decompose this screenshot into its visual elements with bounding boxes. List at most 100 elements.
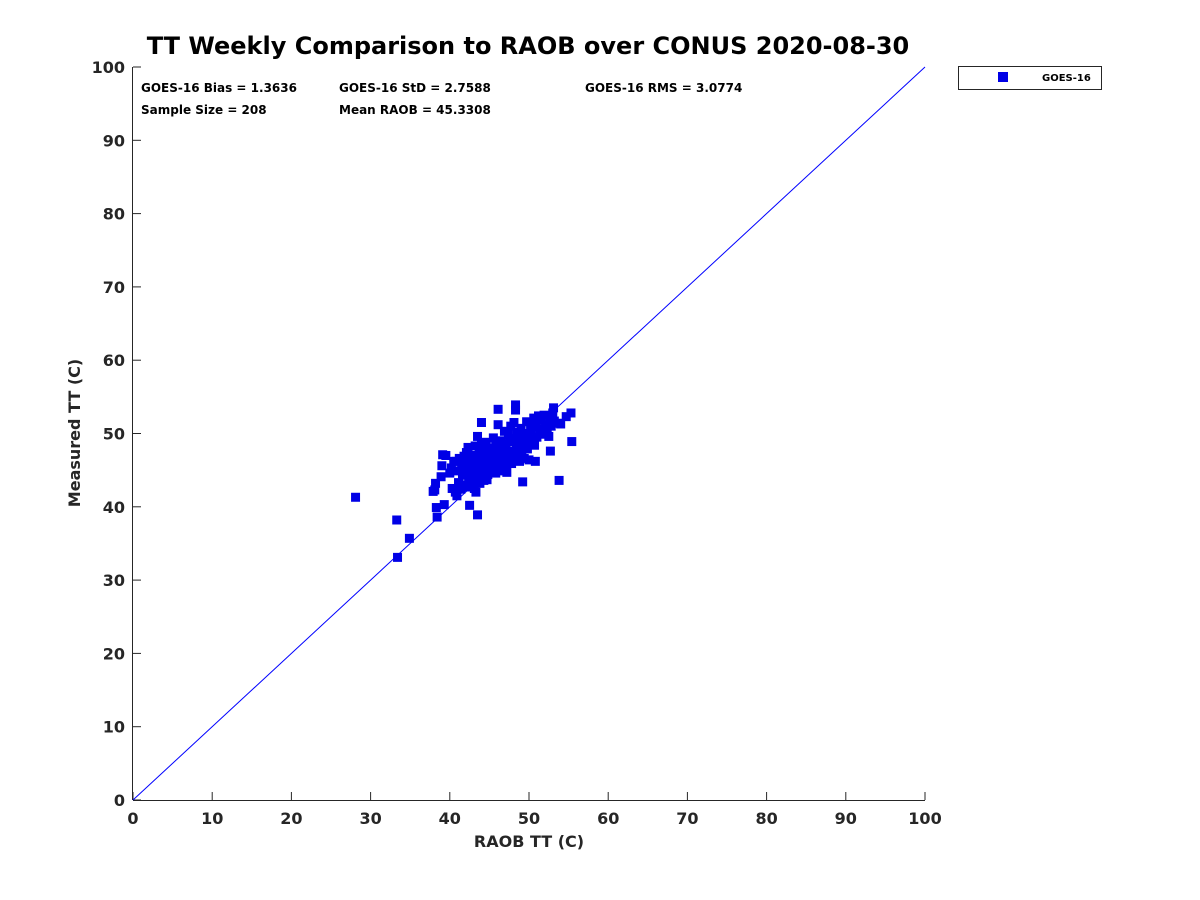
data-point: [458, 464, 468, 474]
data-point: [470, 441, 480, 451]
data-point: [522, 444, 532, 454]
data-point: [511, 405, 521, 415]
legend-entry-goes16: GOES-16: [1042, 73, 1091, 84]
data-point: [546, 421, 556, 431]
data-point: [556, 419, 566, 429]
data-point: [453, 466, 463, 476]
data-point: [536, 415, 546, 425]
data-point: [554, 475, 564, 485]
data-point: [446, 463, 456, 473]
data-point: [351, 492, 361, 502]
data-point: [457, 470, 467, 480]
data-point: [548, 408, 558, 418]
data-point: [392, 515, 402, 525]
data-point: [499, 445, 509, 455]
data-point: [436, 472, 446, 482]
x-tick-label: 60: [597, 809, 619, 828]
data-point: [518, 477, 528, 487]
data-point: [539, 410, 549, 420]
data-point: [467, 450, 477, 460]
y-tick-label: 70: [103, 278, 125, 297]
stat-rms: GOES-16 RMS = 3.0774: [585, 81, 742, 95]
data-point: [514, 456, 524, 466]
data-point: [526, 426, 536, 436]
data-point: [535, 424, 545, 434]
y-axis-label: Measured TT (C): [65, 359, 84, 507]
data-point: [545, 446, 555, 456]
data-point: [509, 418, 519, 428]
x-ticks: 0 10 20 30 40 50 60 70 80 90 100: [127, 792, 942, 828]
data-point: [502, 467, 512, 477]
stat-bias: GOES-16 Bias = 1.3636: [141, 81, 297, 95]
data-point: [511, 400, 521, 410]
data-point: [484, 449, 494, 459]
data-point: [484, 461, 494, 471]
data-point: [491, 437, 501, 447]
data-point: [495, 436, 505, 446]
data-point: [472, 453, 482, 463]
y-tick-label: 90: [103, 131, 125, 150]
y-tick-label: 30: [103, 571, 125, 590]
data-point: [566, 408, 576, 418]
y-tick-label: 10: [103, 718, 125, 737]
legend: GOES-16: [958, 66, 1102, 90]
legend-marker-square-icon: [998, 72, 1008, 82]
data-point: [475, 458, 485, 468]
x-tick-label: 10: [201, 809, 223, 828]
y-tick-label: 20: [103, 644, 125, 663]
x-tick-label: 100: [908, 809, 941, 828]
data-point: [517, 448, 527, 458]
data-point: [473, 510, 483, 520]
y-tick-label: 100: [92, 58, 125, 77]
legend-box: [958, 66, 1102, 90]
data-point: [526, 420, 536, 430]
data-point: [452, 491, 462, 501]
data-point: [489, 463, 499, 473]
y-tick-label: 40: [103, 498, 125, 517]
data-point: [393, 552, 403, 562]
data-point: [431, 478, 441, 488]
stat-sample-size: Sample Size = 208: [141, 103, 267, 117]
data-point: [476, 418, 486, 428]
data-point: [404, 533, 414, 543]
data-point: [544, 431, 554, 441]
data-point: [473, 431, 483, 441]
data-point: [495, 455, 505, 465]
y-tick-label: 0: [114, 791, 125, 810]
data-point: [482, 475, 492, 485]
x-tick-label: 50: [518, 809, 540, 828]
data-point: [478, 464, 488, 474]
data-point: [480, 444, 490, 454]
data-point: [462, 482, 472, 492]
data-point: [477, 450, 487, 460]
data-point: [461, 448, 471, 458]
x-tick-label: 0: [127, 809, 138, 828]
data-point: [532, 432, 542, 442]
data-point: [529, 413, 539, 423]
data-point: [445, 468, 455, 478]
data-point: [519, 453, 529, 463]
x-tick-label: 80: [755, 809, 777, 828]
stats-annotations: GOES-16 Bias = 1.3636 GOES-16 StD = 2.75…: [141, 81, 742, 117]
y-ticks: 0 10 20 30 40 50 60 70 80 90 100: [92, 58, 141, 810]
stat-mean-raob: Mean RAOB = 45.3308: [339, 103, 491, 117]
data-point: [503, 430, 513, 440]
data-point: [530, 456, 540, 466]
data-point: [549, 403, 559, 413]
chart-title: TT Weekly Comparison to RAOB over CONUS …: [147, 32, 910, 60]
data-point: [518, 435, 528, 445]
x-tick-label: 90: [835, 809, 857, 828]
data-point: [431, 503, 441, 513]
data-point: [454, 478, 464, 488]
y-tick-label: 50: [103, 425, 125, 444]
data-point: [451, 456, 461, 466]
data-point: [537, 429, 547, 439]
plot-area: 0 10 20 30 40 50 60 70 80 90 100 0 10 20 30 40 50 60 70 80…: [92, 58, 942, 828]
data-point: [491, 468, 501, 478]
x-tick-label: 20: [280, 809, 302, 828]
data-point: [468, 459, 478, 469]
y-tick-label: 80: [103, 205, 125, 224]
y-tick-label: 60: [103, 351, 125, 370]
